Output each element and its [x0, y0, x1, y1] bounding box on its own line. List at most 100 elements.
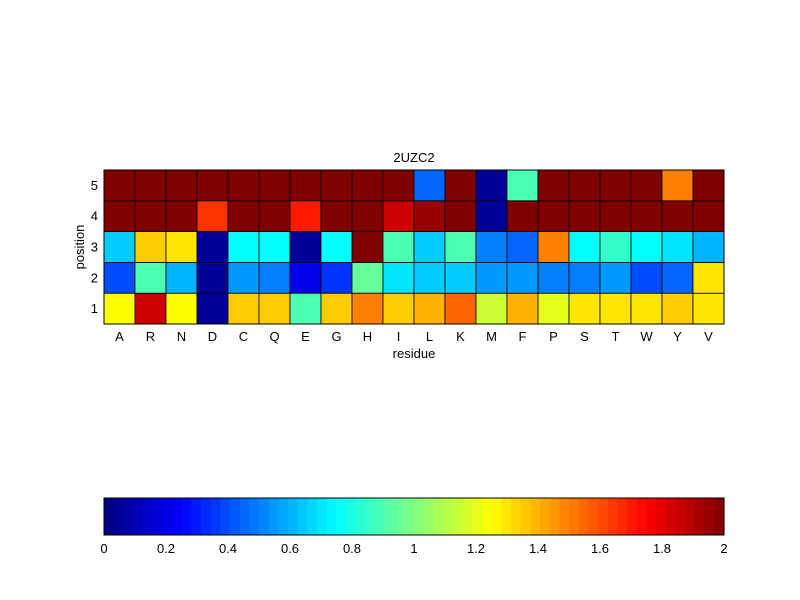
x-axis-label: residue	[393, 346, 436, 361]
heatmap-cell-C-5	[227, 169, 260, 202]
colorbar-band	[152, 498, 163, 535]
colorbar-band	[694, 498, 706, 535]
colorbar-band	[200, 498, 212, 535]
y-axis-label: position	[72, 225, 87, 270]
heatmap-cell-S-2	[568, 261, 601, 294]
colorbar-band	[326, 498, 338, 535]
heatmap-cell-M-3	[475, 231, 508, 263]
colorbar-tick-label: 0.4	[219, 541, 237, 556]
colorbar-band	[133, 498, 144, 535]
colorbar-tick-label: 0.2	[157, 541, 175, 556]
heatmap-cell-H-1	[351, 292, 384, 325]
colorbar	[104, 498, 725, 535]
heatmap-cell-P-5	[537, 169, 570, 202]
x-tick-label: K	[456, 329, 465, 344]
heatmap-cell-F-5	[506, 169, 539, 202]
heatmap-cell-R-4	[134, 200, 167, 233]
heatmap-cell-Q-3	[258, 231, 291, 263]
x-tick-label: I	[397, 329, 401, 344]
heatmap-cell-D-2	[196, 261, 229, 294]
colorbar-band	[559, 498, 570, 535]
colorbar-band	[229, 498, 241, 535]
colorbar-band	[627, 498, 638, 535]
heatmap-cell-L-4	[413, 200, 446, 233]
heatmap-cell-F-2	[506, 261, 539, 294]
colorbar-band	[636, 498, 648, 535]
heatmap-cell-S-5	[568, 169, 601, 202]
colorbar-tick-labels: 0 0.2 0.4 0.6 0.8 1 1.2 1.4 1.6 1.8 2	[100, 541, 727, 556]
colorbar-band	[675, 498, 686, 535]
heatmap-cell-W-4	[630, 200, 663, 233]
colorbar-band	[404, 498, 415, 535]
heatmap-cell-A-2	[103, 261, 136, 294]
heatmap-cell-W-3	[630, 231, 663, 263]
colorbar-band	[452, 498, 464, 535]
colorbar-band	[210, 498, 221, 535]
colorbar-band	[297, 498, 309, 535]
colorbar-tick-label: 0.6	[281, 541, 299, 556]
y-tick-label: 1	[91, 301, 98, 316]
heatmap-cell-T-1	[599, 292, 632, 325]
heatmap-cell-Y-5	[661, 169, 694, 202]
heatmap-cell-I-5	[382, 169, 415, 202]
colorbar-tick-label: 1.6	[591, 541, 609, 556]
heatmap-cell-L-2	[413, 261, 446, 294]
x-tick-label: Y	[673, 329, 682, 344]
heatmap-cell-H-2	[351, 261, 384, 294]
heatmap-cell-R-2	[134, 261, 167, 294]
heatmap-cell-C-2	[227, 261, 260, 294]
colorbar-band	[685, 498, 696, 535]
colorbar-band	[104, 498, 115, 535]
heatmap-cell-E-5	[289, 169, 322, 202]
colorbar-tick-label: 2	[720, 541, 727, 556]
colorbar-band	[520, 498, 531, 535]
heatmap-cell-M-5	[475, 169, 508, 202]
colorbar-tick-label: 1.8	[653, 541, 671, 556]
heatmap-cell-Y-1	[661, 292, 694, 325]
colorbar-band	[278, 498, 289, 535]
colorbar-band	[239, 498, 250, 535]
heatmap-cell-E-2	[289, 261, 322, 294]
heatmap-cell-M-4	[475, 200, 508, 233]
heatmap-cell-G-3	[320, 231, 353, 263]
heatmap-cell-D-3	[196, 231, 229, 263]
colorbar-band	[171, 498, 183, 535]
colorbar-band	[510, 498, 522, 535]
colorbar-band	[501, 498, 512, 535]
colorbar-band	[123, 498, 134, 535]
heatmap-cell-D-1	[196, 292, 229, 325]
heatmap-cell-M-1	[475, 292, 508, 325]
heatmap-cell-D-5	[196, 169, 229, 202]
heatmap-cell-R-5	[134, 169, 167, 202]
heatmap-cell-V-2	[692, 261, 725, 294]
colorbar-band	[462, 498, 473, 535]
heatmap-cell-A-3	[103, 231, 136, 263]
x-tick-label: G	[331, 329, 341, 344]
heatmap-cell-P-2	[537, 261, 570, 294]
x-tick-label: T	[612, 329, 620, 344]
heatmap-cell-V-5	[692, 169, 725, 202]
heatmap-cell-K-2	[444, 261, 477, 294]
colorbar-band	[355, 498, 367, 535]
colorbar-band	[113, 498, 124, 535]
heatmap-cell-Q-4	[258, 200, 291, 233]
colorbar-band	[569, 498, 580, 535]
colorbar-band	[288, 498, 299, 535]
x-tick-label: L	[426, 329, 433, 344]
heatmap-cell-K-5	[444, 169, 477, 202]
heatmap-cell-C-4	[227, 200, 260, 233]
heatmap-cell-T-3	[599, 231, 632, 263]
heatmap-cell-W-1	[630, 292, 663, 325]
heatmap-cell-W-5	[630, 169, 663, 202]
heatmap-cell-A-1	[103, 292, 136, 325]
colorbar-band	[336, 498, 347, 535]
colorbar-band	[607, 498, 619, 535]
heatmap-cell-W-2	[630, 261, 663, 294]
heatmap-cell-T-4	[599, 200, 632, 233]
heatmap-cell-S-4	[568, 200, 601, 233]
heatmap-cell-H-3	[351, 231, 384, 263]
colorbar-band	[220, 498, 231, 535]
heatmap-cell-Q-2	[258, 261, 291, 294]
x-tick-label: P	[549, 329, 558, 344]
